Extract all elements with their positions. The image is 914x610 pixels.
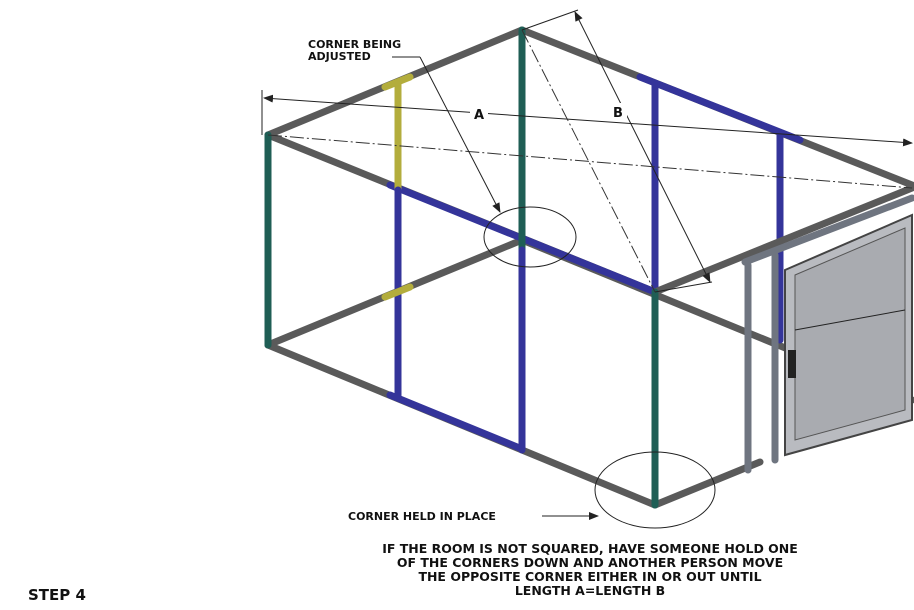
label: B xyxy=(613,106,623,121)
instruction: LENGTH A=LENGTH B xyxy=(515,583,665,598)
door xyxy=(745,198,912,470)
label: CORNER HELD IN PLACE xyxy=(348,510,496,523)
instruction: THE OPPOSITE CORNER EITHER IN OR OUT UNT… xyxy=(418,569,761,584)
label: ADJUSTED xyxy=(308,50,371,63)
label: A xyxy=(474,108,484,123)
adjusted-circle xyxy=(484,207,576,267)
diagram: CORNER BEING ADJUSTED A B CORNER HELD IN… xyxy=(0,0,914,610)
instruction: OF THE CORNERS DOWN AND ANOTHER PERSON M… xyxy=(397,555,783,570)
door-handle xyxy=(788,350,796,378)
leader xyxy=(420,57,500,212)
step-title: STEP 4 xyxy=(28,586,86,604)
instruction: IF THE ROOM IS NOT SQUARED, HAVE SOMEONE… xyxy=(382,541,798,556)
